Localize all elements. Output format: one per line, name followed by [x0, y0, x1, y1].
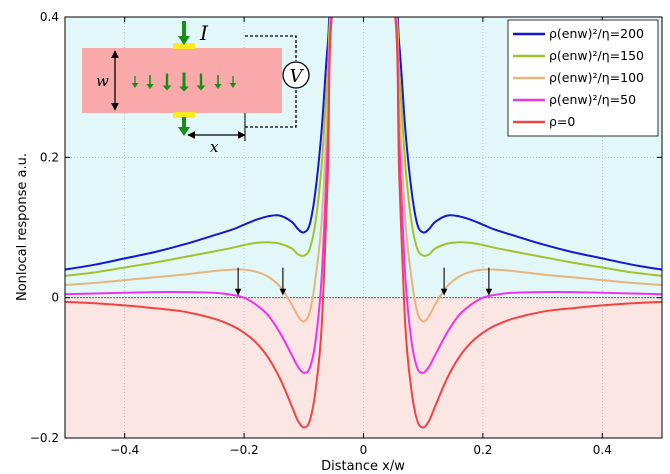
channel-arrow-head: [196, 85, 206, 91]
legend-label: ρ(enw)²/η=50: [549, 92, 636, 107]
legend: ρ(enw)²/η=200 ρ(enw)²/η=150 ρ(enw)²/η=100 ρ…: [507, 19, 659, 137]
distance-label: x: [210, 138, 219, 156]
channel-arrow-head: [214, 84, 222, 89]
crossing-arrows: [234, 267, 493, 296]
series-line-left-0: [65, 17, 331, 271]
current-label: I: [199, 21, 209, 45]
x-tick-label: 0.4: [593, 443, 612, 457]
series-line-left-3: [65, 17, 333, 374]
voltage-probe-wire: [245, 35, 297, 128]
negative-region-background: [65, 297, 662, 438]
series-line-right-0: [396, 17, 662, 271]
width-label: w: [96, 72, 109, 90]
channel-arrow-head: [146, 84, 154, 89]
channel-arrow-head: [131, 83, 139, 88]
legend-label: ρ(enw)²/η=150: [549, 48, 644, 63]
channel-arrow-head: [229, 83, 237, 88]
channel-arrow-head: [162, 85, 172, 91]
x-ticks: −0.4 −0.2 0 0.2 0.4: [110, 17, 612, 457]
series-line-left-4: [65, 17, 333, 429]
current-out-arrow-head: [178, 127, 190, 136]
series-line-left-1: [65, 17, 332, 277]
x-tick-label: −0.2: [230, 443, 259, 457]
y-tick-label: 0.4: [40, 10, 59, 24]
x-axis-label: Distance x/w: [321, 459, 405, 474]
y-ticks: −0.2 0 0.2 0.4: [30, 10, 662, 445]
bottom-contact: [173, 112, 195, 118]
series-line-left-2: [65, 17, 333, 323]
top-contact: [173, 43, 195, 49]
channel-current-arrows: [131, 72, 237, 92]
legend-label: ρ=0: [549, 114, 575, 129]
legend-label: ρ(enw)²/η=100: [549, 70, 644, 85]
series-line-right-1: [395, 17, 662, 277]
x-tick-label: −0.4: [110, 443, 139, 457]
channel-arrow-head: [179, 86, 189, 92]
y-tick-label: 0.2: [40, 150, 59, 164]
voltage-label: V: [290, 66, 305, 87]
y-axis-label: Nonlocal response a.u.: [15, 153, 30, 301]
current-in-arrow-head: [178, 36, 190, 45]
y-tick-label: 0: [51, 291, 59, 305]
x-tick-label: 0: [360, 443, 368, 457]
voltmeter-circle: [282, 61, 310, 89]
series-line-right-2: [395, 17, 662, 323]
channel-bar: [82, 48, 282, 113]
device-schematic-inset: I w x V: [82, 21, 310, 156]
series-line-right-4: [394, 17, 662, 429]
y-tick-label: −0.2: [30, 431, 59, 445]
series-line-right-3: [394, 17, 662, 374]
x-tick-label: 0.2: [473, 443, 492, 457]
series-group: [65, 17, 662, 429]
legend-label: ρ(enw)²/η=200: [549, 26, 644, 41]
